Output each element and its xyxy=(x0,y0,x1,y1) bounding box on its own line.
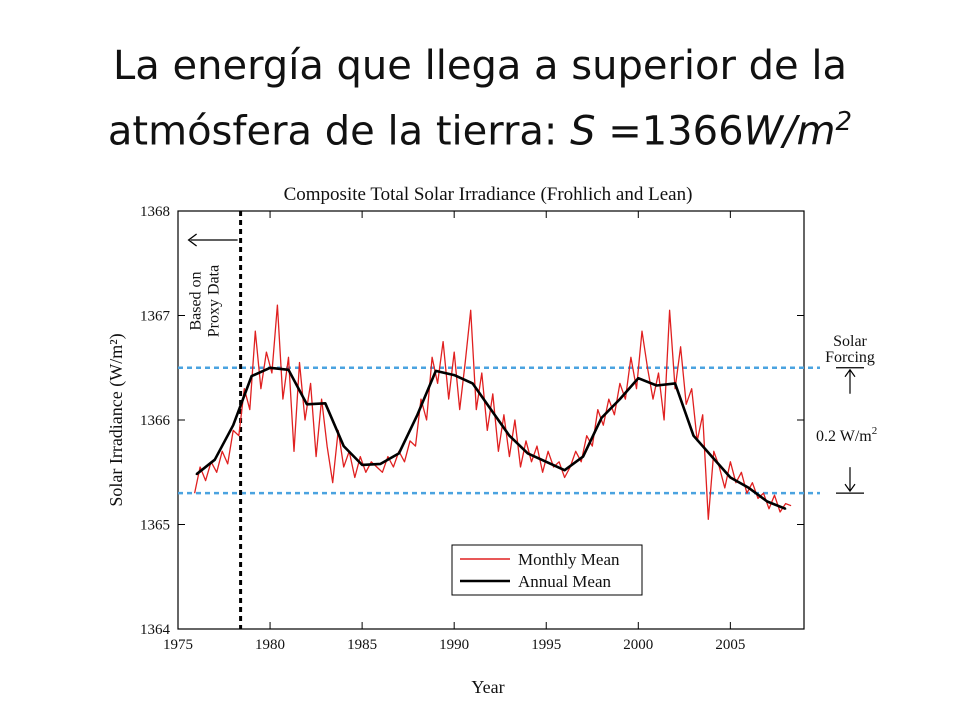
annual-mean-point xyxy=(214,458,216,461)
annual-mean-point xyxy=(250,375,253,377)
solar-constant-value: =1366 xyxy=(595,108,744,155)
x-tick-label: 1975 xyxy=(163,637,193,653)
y-axis-label: Solar Irradiance (W/m²) xyxy=(106,333,127,506)
legend-label-annual: Annual Mean xyxy=(518,572,612,591)
annual-mean-point xyxy=(655,384,658,387)
x-tick-label: 1995 xyxy=(531,637,561,653)
y-axis: 1364 1365 1366 1367 1368 xyxy=(140,204,804,638)
annual-mean-point xyxy=(324,402,327,405)
annual-mean-point xyxy=(692,434,695,437)
annual-mean-point xyxy=(379,463,382,465)
annual-mean-point xyxy=(453,374,455,376)
proxy-label-line-1: Based on xyxy=(188,271,205,330)
annual-mean-point xyxy=(232,424,235,427)
forcing-amount: 0.2 W/m2 xyxy=(816,425,877,445)
y-tick-label: 1364 xyxy=(140,622,171,638)
solar-constant-symbol: S xyxy=(570,108,596,155)
forcing-amount-value: 0.2 W/m xyxy=(816,428,872,445)
slide-title-line-2: atmósfera de la tierra: S =1366W/m2 xyxy=(40,94,920,159)
annual-mean-point xyxy=(711,455,713,458)
y-tick-label: 1365 xyxy=(140,518,170,534)
annual-mean-point xyxy=(527,452,529,455)
annual-mean-point xyxy=(195,473,198,476)
annual-mean-point xyxy=(471,382,474,385)
slide-title-prefix: atmósfera de la tierra: xyxy=(107,108,571,155)
annual-mean-point xyxy=(563,469,566,471)
slide-title-line-1: La energía que llega a superior de la xyxy=(112,43,848,89)
annual-mean-point xyxy=(508,434,511,437)
annual-mean-point xyxy=(747,487,750,489)
annual-mean-point xyxy=(490,408,492,411)
x-axis-label: Year xyxy=(471,677,504,697)
legend-label-monthly: Monthly Mean xyxy=(518,550,620,569)
x-tick-label: 1990 xyxy=(439,637,469,653)
y-tick-label: 1366 xyxy=(140,413,171,429)
forcing-arrows xyxy=(836,367,864,494)
y-tick-label: 1367 xyxy=(140,309,171,325)
series-monthly-mean xyxy=(193,304,792,520)
down-arrow-head-icon xyxy=(844,483,856,493)
annual-mean-point xyxy=(729,476,732,479)
annual-mean-point xyxy=(342,445,345,447)
chart-title: Composite Total Solar Irradiance (Frohli… xyxy=(284,184,693,205)
forcing-amount-exponent: 2 xyxy=(872,425,878,437)
annual-mean-point xyxy=(600,417,603,419)
annual-mean-point xyxy=(398,452,400,455)
annual-mean-point xyxy=(306,403,308,406)
left-arrow-icon xyxy=(187,233,238,247)
annual-mean-point xyxy=(545,461,548,463)
up-arrow-head-icon xyxy=(844,368,856,378)
x-axis: 1975 1980 1985 1990 1995 2000 2005 xyxy=(163,211,745,653)
annual-mean-points xyxy=(195,366,787,510)
annual-mean-point xyxy=(784,508,787,510)
legend-box xyxy=(451,544,643,596)
solar-forcing-annotation: Solar Forcing 0.2 W/m2 xyxy=(816,333,877,494)
x-tick-label: 2000 xyxy=(623,637,653,653)
legend: Monthly Mean Annual Mean xyxy=(451,544,643,596)
annual-mean-point xyxy=(766,500,768,503)
forcing-label-line-2: Forcing xyxy=(825,349,875,366)
proxy-label-line-2: Proxy Data xyxy=(206,265,223,337)
y-tick-label: 1368 xyxy=(140,204,170,220)
annual-mean-point xyxy=(269,366,271,369)
x-tick-label: 2005 xyxy=(715,637,745,653)
annual-mean-point xyxy=(287,369,290,371)
proxy-annotation: Based on Proxy Data xyxy=(187,233,238,337)
annual-mean-point xyxy=(674,382,676,385)
annual-mean-point xyxy=(434,370,437,372)
annual-mean-point xyxy=(416,413,419,416)
forcing-label-line-1: Solar xyxy=(833,333,867,350)
slide-title: La energía que llega a superior de la at… xyxy=(40,38,920,159)
x-tick-label: 1985 xyxy=(347,637,377,653)
annual-mean-point xyxy=(637,377,640,380)
annual-mean-point xyxy=(361,464,363,466)
annual-mean-point xyxy=(619,398,621,400)
solar-constant-unit: W/m xyxy=(743,108,836,155)
reference-lines xyxy=(178,366,820,495)
solar-constant-unit-exponent: 2 xyxy=(835,107,853,137)
annual-mean-point xyxy=(582,455,584,458)
x-tick-label: 1980 xyxy=(255,637,285,653)
